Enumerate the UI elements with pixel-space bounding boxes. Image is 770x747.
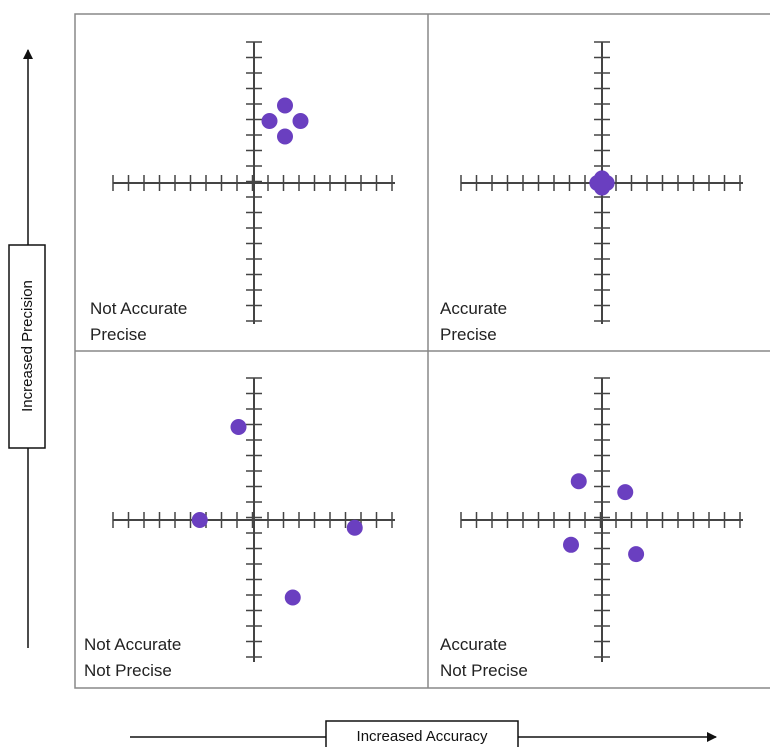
quadrant-label-precision: Precise bbox=[440, 325, 497, 344]
quadrant-label-accuracy: Accurate bbox=[440, 635, 507, 654]
shot-dot bbox=[277, 97, 293, 114]
shot-dot bbox=[292, 113, 309, 129]
quadrant-top-left: Not Accurate Precise bbox=[90, 41, 395, 344]
shot-dot bbox=[284, 589, 301, 606]
x-axis: Increased Accuracy bbox=[130, 720, 717, 747]
y-axis-label: Increased Precision bbox=[19, 280, 36, 412]
y-axis: Increased Precision bbox=[8, 49, 46, 648]
shots bbox=[589, 170, 615, 196]
quadrant-label-accuracy: Not Accurate bbox=[90, 299, 187, 318]
quadrant-bottom-left: Not Accurate Not Precise bbox=[84, 377, 395, 680]
shot-dot bbox=[346, 519, 363, 536]
quadrant-label-precision: Precise bbox=[90, 325, 147, 344]
quadrant-top-right: Accurate Precise bbox=[440, 41, 743, 344]
target-crosshair bbox=[460, 377, 743, 662]
x-axis-label: Increased Accuracy bbox=[357, 728, 488, 745]
shot-dot bbox=[617, 484, 634, 501]
shots bbox=[191, 419, 363, 606]
y-axis-label-box bbox=[8, 244, 46, 449]
shot-dot bbox=[570, 473, 587, 490]
shot-dot bbox=[191, 512, 208, 528]
quadrant-label-precision: Not Precise bbox=[440, 661, 528, 680]
shot-dot bbox=[230, 419, 247, 435]
shot-dot bbox=[277, 128, 293, 145]
shots bbox=[563, 473, 645, 563]
shot-dot bbox=[563, 536, 579, 553]
target-crosshair bbox=[112, 377, 395, 662]
quadrant-bottom-right: Accurate Not Precise bbox=[440, 377, 743, 680]
quadrant-label-accuracy: Accurate bbox=[440, 299, 507, 318]
quadrant-label-precision: Not Precise bbox=[84, 661, 172, 680]
shot-dot bbox=[628, 546, 645, 563]
quadrant-label-accuracy: Not Accurate bbox=[84, 635, 181, 654]
x-axis-label-box bbox=[325, 720, 519, 747]
shot-dot bbox=[261, 113, 278, 129]
target-crosshair bbox=[112, 41, 395, 324]
shots bbox=[261, 97, 309, 145]
shot-dot bbox=[594, 179, 610, 196]
